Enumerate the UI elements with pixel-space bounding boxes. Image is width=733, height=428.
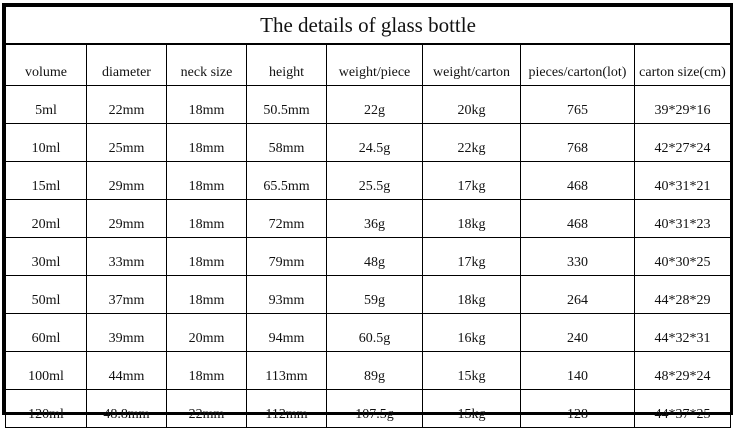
table-cell: 22g <box>326 85 423 124</box>
table-cell: 100ml <box>5 351 87 390</box>
table-title: The details of glass bottle <box>4 6 732 45</box>
table-cell: 18mm <box>166 85 247 124</box>
column-header: weight/piece <box>326 43 423 86</box>
table-cell: 42*27*24 <box>633 123 732 162</box>
table-cell: 29mm <box>86 161 167 200</box>
column-header: height <box>246 43 327 86</box>
table-cell: 44*37*25 <box>633 389 732 428</box>
table-cell: 16kg <box>422 313 521 352</box>
table-cell: 50.5mm <box>246 85 327 124</box>
table-cell: 25.5g <box>326 161 423 200</box>
table-cell: 107.5g <box>326 389 423 428</box>
table-cell: 79mm <box>246 237 327 276</box>
bottle-details-table: The details of glass bottle volume diamet… <box>4 6 732 428</box>
table-cell: 18mm <box>166 237 247 276</box>
table-cell: 128 <box>520 389 635 428</box>
table-cell: 240 <box>520 313 635 352</box>
table-cell: 48*29*24 <box>633 351 732 390</box>
table-cell: 39mm <box>86 313 167 352</box>
table-cell: 36g <box>326 199 423 238</box>
table-cell: 18kg <box>422 275 521 314</box>
table-cell: 60.5g <box>326 313 423 352</box>
table-cell: 58mm <box>246 123 327 162</box>
table-cell: 5ml <box>5 85 87 124</box>
table-cell: 15kg <box>422 351 521 390</box>
title-row: The details of glass bottle <box>4 6 732 45</box>
column-header: volume <box>5 43 87 86</box>
table-cell: 29mm <box>86 199 167 238</box>
table-cell: 40*31*21 <box>633 161 732 200</box>
table-cell: 22mm <box>86 85 167 124</box>
table-row: 20ml 29mm 18mm 72mm 36g 18kg 468 40*31*23 <box>5 199 732 238</box>
table-cell: 40*30*25 <box>633 237 732 276</box>
table-cell: 113mm <box>246 351 327 390</box>
table-cell: 20mm <box>166 313 247 352</box>
table-cell: 44mm <box>86 351 167 390</box>
table-cell: 18mm <box>166 351 247 390</box>
table-cell: 22mm <box>166 389 247 428</box>
table-cell: 330 <box>520 237 635 276</box>
table-cell: 15kg <box>422 389 521 428</box>
table-row: 10ml 25mm 18mm 58mm 24.5g 22kg 768 42*27*24 <box>5 123 732 162</box>
table-cell: 33mm <box>86 237 167 276</box>
table-row: 15ml 29mm 18mm 65.5mm 25.5g 17kg 468 40*31*21 <box>5 161 732 200</box>
table-cell: 20kg <box>422 85 521 124</box>
table-row: 60ml 39mm 20mm 94mm 60.5g 16kg 240 44*32*31 <box>5 313 732 352</box>
table-cell: 17kg <box>422 237 521 276</box>
column-header: neck size <box>166 43 247 86</box>
table-cell: 60ml <box>5 313 87 352</box>
table-row: 100ml 44mm 18mm 113mm 89g 15kg 140 48*29*24 <box>5 351 732 390</box>
table-cell: 10ml <box>5 123 87 162</box>
table-cell: 765 <box>520 85 635 124</box>
table-cell: 59g <box>326 275 423 314</box>
table-cell: 18mm <box>166 123 247 162</box>
table-row: 120ml 48.8mm 22mm 112mm 107.5g 15kg 128 44*37*2… <box>5 389 732 428</box>
table-cell: 140 <box>520 351 635 390</box>
table-cell: 44*28*29 <box>633 275 732 314</box>
table-cell: 18kg <box>422 199 521 238</box>
table-row: 50ml 37mm 18mm 93mm 59g 18kg 264 44*28*29 <box>5 275 732 314</box>
table-cell: 48g <box>326 237 423 276</box>
table-cell: 89g <box>326 351 423 390</box>
table-cell: 768 <box>520 123 635 162</box>
table-cell: 50ml <box>5 275 87 314</box>
table-cell: 72mm <box>246 199 327 238</box>
table-cell: 468 <box>520 199 635 238</box>
table-cell: 468 <box>520 161 635 200</box>
table-cell: 18mm <box>166 199 247 238</box>
table-cell: 30ml <box>5 237 87 276</box>
header-row: volume diameter neck size height weight/piec… <box>5 43 732 86</box>
table-cell: 264 <box>520 275 635 314</box>
table-cell: 44*32*31 <box>633 313 732 352</box>
table-cell: 37mm <box>86 275 167 314</box>
bottle-details-table-frame: The details of glass bottle volume diamet… <box>2 3 733 428</box>
table-cell: 94mm <box>246 313 327 352</box>
table-cell: 18mm <box>166 161 247 200</box>
table-cell: 40*31*23 <box>633 199 732 238</box>
column-header: weight/carton <box>422 43 521 86</box>
table-cell: 112mm <box>246 389 327 428</box>
table-cell: 65.5mm <box>246 161 327 200</box>
table-cell: 48.8mm <box>86 389 167 428</box>
table-cell: 17kg <box>422 161 521 200</box>
table-row: 5ml 22mm 18mm 50.5mm 22g 20kg 765 39*29*16 <box>5 85 732 124</box>
table-cell: 93mm <box>246 275 327 314</box>
table-cell: 120ml <box>5 389 87 428</box>
column-header: diameter <box>86 43 167 86</box>
table-cell: 39*29*16 <box>633 85 732 124</box>
table-cell: 18mm <box>166 275 247 314</box>
table-cell: 25mm <box>86 123 167 162</box>
column-header: pieces/carton(lot) <box>520 43 635 86</box>
table-cell: 22kg <box>422 123 521 162</box>
table-cell: 24.5g <box>326 123 423 162</box>
column-header: carton size(cm) <box>633 43 732 86</box>
table-row: 30ml 33mm 18mm 79mm 48g 17kg 330 40*30*25 <box>5 237 732 276</box>
table-cell: 15ml <box>5 161 87 200</box>
table-cell: 20ml <box>5 199 87 238</box>
